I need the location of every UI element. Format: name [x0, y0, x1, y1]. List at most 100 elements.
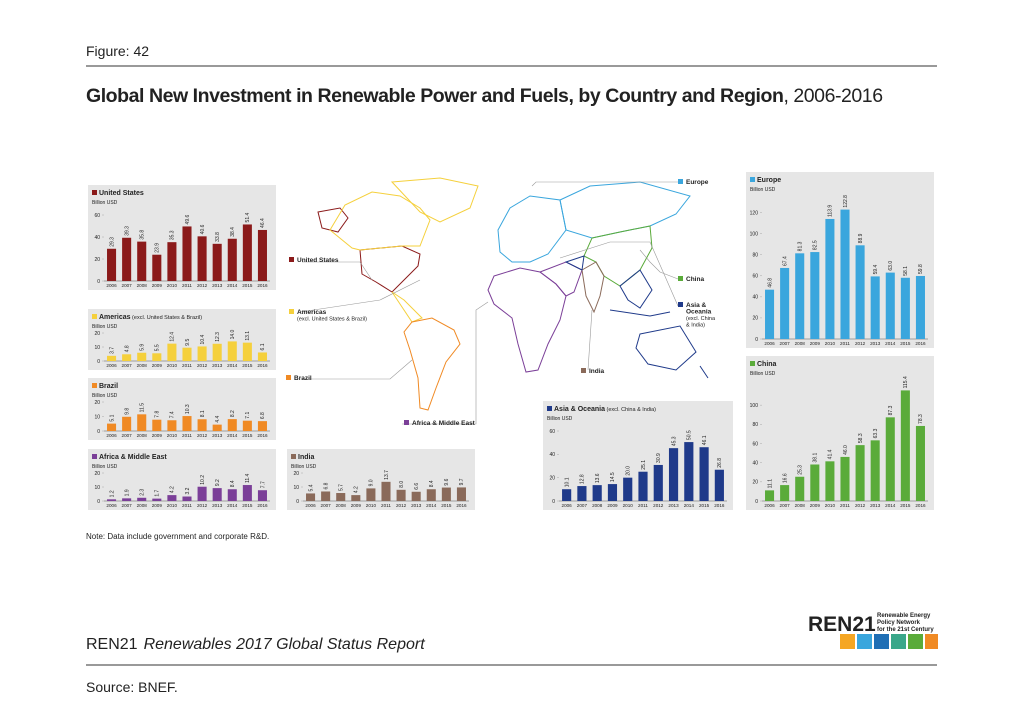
- bar: [107, 423, 117, 431]
- value-label: 46.4: [260, 218, 266, 228]
- value-label: 78.3: [918, 414, 924, 424]
- value-label: 87.3: [888, 405, 894, 415]
- x-tick-label: 2007: [122, 433, 133, 438]
- x-tick-label: 2014: [426, 503, 437, 508]
- bar: [107, 499, 117, 501]
- value-label: 9.8: [124, 408, 130, 415]
- x-tick-label: 2011: [182, 433, 192, 438]
- map-shape: [329, 191, 431, 251]
- bar: [592, 485, 602, 501]
- y-tick-label: 0: [755, 499, 758, 505]
- x-tick-label: 2013: [212, 283, 223, 288]
- bar: [840, 209, 850, 339]
- panel-swatch: [547, 406, 552, 411]
- page-title: Global New Investment in Renewable Power…: [86, 85, 883, 107]
- x-tick-label: 2014: [227, 363, 238, 368]
- x-tick-label: 2007: [780, 503, 791, 508]
- bar: [825, 461, 835, 501]
- panel-title-main: India: [298, 454, 314, 461]
- x-tick-label: 2015: [242, 503, 253, 508]
- panel-title-main: Europe: [757, 177, 781, 184]
- panel-title-main: United States: [99, 190, 144, 197]
- y-tick-label: 0: [97, 429, 100, 435]
- bar: [426, 489, 436, 501]
- bar: [167, 343, 177, 361]
- x-tick-label: 2014: [885, 503, 896, 508]
- value-label: 1.9: [124, 489, 130, 496]
- x-tick-label: 2010: [167, 363, 178, 368]
- bar: [197, 346, 207, 361]
- x-tick-label: 2015: [242, 283, 253, 288]
- bar: [366, 488, 376, 501]
- map-shape: [390, 177, 479, 223]
- bar: [152, 498, 162, 501]
- x-tick-label: 2010: [167, 503, 178, 508]
- bar: [699, 447, 709, 501]
- bar: [795, 476, 805, 501]
- x-tick-label: 2012: [653, 503, 664, 508]
- x-tick-label: 2011: [182, 363, 192, 368]
- bar: [137, 352, 147, 361]
- bar: [257, 229, 267, 281]
- value-label: 9.5: [185, 339, 191, 346]
- value-label: 12.3: [215, 332, 221, 342]
- panel-swatch: [291, 454, 296, 459]
- panel-title: China: [757, 361, 777, 368]
- bar: [765, 289, 775, 339]
- unit-label: Billion USD: [547, 416, 573, 422]
- value-label: 13.1: [245, 331, 251, 341]
- title-years: , 2006-2016: [783, 85, 882, 107]
- bar: [825, 218, 835, 339]
- x-tick-label: 2015: [441, 503, 452, 508]
- bar: [336, 493, 346, 501]
- figure-number: Figure: 42: [86, 43, 149, 59]
- value-label: 49.6: [185, 214, 191, 224]
- panel-title: Asia & Oceania (excl. China & India): [554, 406, 656, 413]
- x-tick-label: 2008: [592, 503, 603, 508]
- title-main: Global New Investment in Renewable Power…: [86, 85, 783, 107]
- value-label: 5.1: [109, 414, 115, 421]
- panel-swatch: [92, 314, 97, 319]
- x-tick-label: 2006: [764, 503, 775, 508]
- value-label: 39.3: [124, 226, 130, 236]
- y-tick-label: 40: [752, 295, 758, 301]
- value-label: 9.6: [444, 478, 450, 485]
- value-label: 9.2: [215, 479, 221, 486]
- value-label: 14.0: [230, 329, 236, 339]
- x-tick-label: 2011: [182, 283, 192, 288]
- map-shape: [317, 207, 349, 233]
- panel-title-main: Africa & Middle East: [99, 454, 167, 461]
- bar: [227, 489, 237, 501]
- x-tick-label: 2007: [577, 503, 588, 508]
- y-tick-label: 10: [94, 345, 100, 351]
- x-tick-label: 2008: [336, 503, 347, 508]
- panel-title-main: Asia & Oceania: [554, 406, 605, 413]
- map-shape: [564, 255, 709, 379]
- x-tick-label: 2009: [152, 363, 163, 368]
- map-shape: [559, 181, 691, 239]
- footer-org: REN21: [86, 636, 138, 653]
- value-label: 88.9: [858, 233, 864, 243]
- panel-title: Europe: [757, 177, 781, 184]
- logo-tagline: for the 21st Century: [877, 627, 934, 633]
- map-label: Europe: [686, 179, 709, 186]
- x-tick-label: 2015: [242, 433, 253, 438]
- x-tick-label: 2006: [106, 503, 117, 508]
- y-tick-label: 20: [94, 471, 100, 477]
- value-label: 7.7: [260, 481, 266, 488]
- x-tick-label: 2008: [137, 503, 148, 508]
- value-label: 33.8: [215, 232, 221, 242]
- unit-label: Billion USD: [92, 393, 118, 399]
- y-tick-label: 80: [752, 422, 758, 428]
- value-label: 7.1: [245, 412, 251, 419]
- x-tick-label: 2012: [197, 363, 208, 368]
- logo: REN21 Renewable Energy Policy Network fo…: [808, 613, 938, 649]
- value-label: 12.8: [580, 474, 586, 484]
- x-tick-label: 2014: [684, 503, 695, 508]
- bar: [257, 421, 267, 431]
- bar: [197, 236, 207, 281]
- x-tick-label: 2012: [197, 283, 208, 288]
- map-label: Americas: [297, 309, 327, 316]
